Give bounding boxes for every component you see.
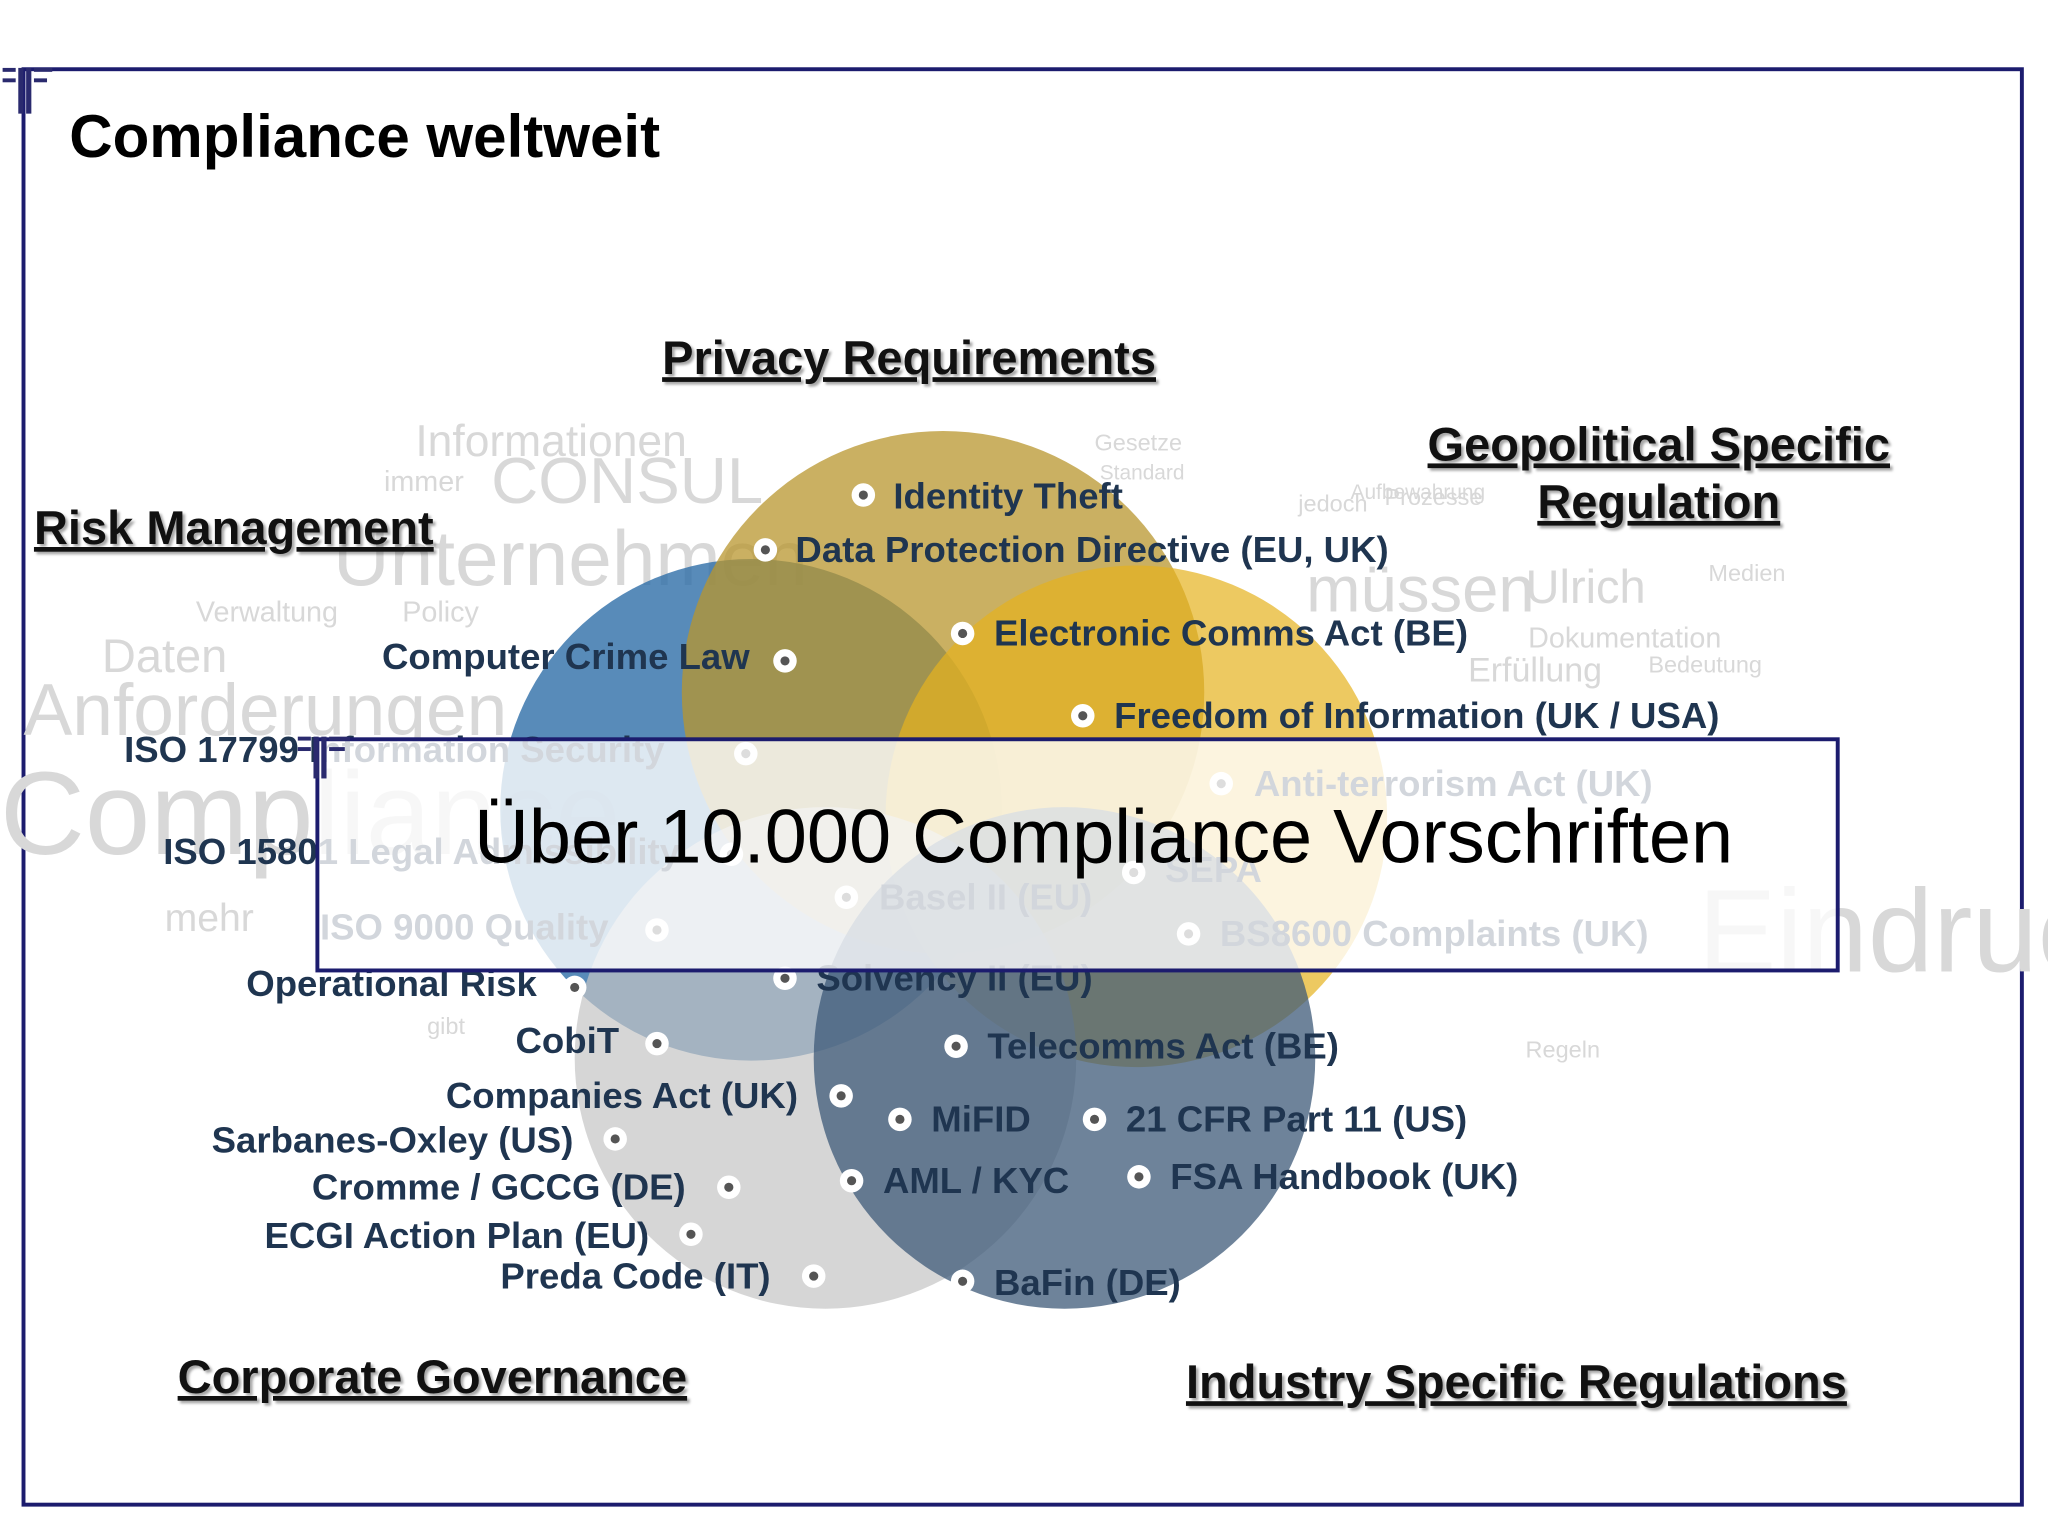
logo — [2, 67, 53, 114]
item-label: Identity Theft — [893, 476, 1123, 517]
bullet-center — [847, 1176, 857, 1186]
item-label: Companies Act (UK) — [446, 1075, 798, 1116]
item-label: Telecomms Act (BE) — [987, 1025, 1339, 1066]
slide-title: Compliance weltweit — [69, 103, 660, 170]
item-label: Sarbanes-Oxley (US) — [212, 1120, 574, 1161]
bullet-center — [958, 1276, 968, 1286]
bullet-center — [780, 973, 790, 983]
item-label: Freedom of Information (UK / USA) — [1114, 695, 1719, 736]
bullet-center — [895, 1114, 905, 1124]
bullet-center — [724, 1182, 734, 1192]
bullet-center — [958, 628, 968, 639]
background-word: Erfüllung — [1468, 652, 1602, 690]
bullet-center — [652, 1039, 662, 1049]
group-heading: Geopolitical Specific — [1428, 417, 1890, 470]
item-label: CobiT — [516, 1020, 620, 1061]
group-heading: Regulation — [1537, 475, 1780, 528]
group-heading: Industry Specific Regulations — [1186, 1355, 1847, 1408]
bullet-center — [780, 656, 790, 666]
item-label: MiFID — [931, 1099, 1031, 1140]
background-word: Bedeutung — [1648, 651, 1762, 677]
background-word: Medien — [1708, 560, 1785, 586]
bullet-center — [686, 1229, 696, 1239]
item-label: Computer Crime Law — [382, 636, 750, 677]
background-word: Informationen — [415, 417, 686, 466]
word-cloud: InformationenCONSULUnternehmenAnforderun… — [0, 417, 2048, 1063]
background-word: mehr — [165, 897, 254, 940]
item-label: 21 CFR Part 11 (US) — [1126, 1099, 1467, 1140]
banner: Über 10.000 Compliance Vorschriften — [297, 736, 1840, 973]
item-label: AML / KYC — [883, 1160, 1069, 1201]
background-word: Aufbewahrung — [1351, 481, 1486, 504]
frame — [21, 67, 2024, 1507]
background-word: müssen — [1306, 553, 1535, 626]
banner-text: Über 10.000 Compliance Vorschriften — [474, 794, 1733, 879]
background-word: Gesetze — [1095, 429, 1183, 455]
background-word: Regeln — [1526, 1037, 1600, 1063]
item-label: Data Protection Directive (EU, UK) — [795, 529, 1388, 570]
bullet-center — [1089, 1114, 1100, 1124]
background-word: Verwaltung — [196, 596, 338, 628]
background-word: CONSUL — [491, 444, 763, 517]
item-label: Preda Code (IT) — [500, 1255, 770, 1296]
background-word: Ulrich — [1526, 560, 1646, 613]
background-word: gibt — [427, 1013, 465, 1039]
item-label: BaFin (DE) — [994, 1262, 1181, 1303]
item-label: FSA Handbook (UK) — [1170, 1156, 1518, 1197]
item-label: Cromme / GCCG (DE) — [312, 1167, 686, 1208]
background-word: jedoch — [1297, 491, 1367, 517]
background-word: immer — [384, 466, 464, 498]
bullet-center — [951, 1041, 961, 1051]
group-heading: Risk Management — [34, 501, 434, 554]
item-label: Electronic Comms Act (BE) — [994, 613, 1468, 654]
group-heading: Privacy Requirements — [662, 331, 1156, 384]
background-word: Prozesse — [1384, 484, 1482, 510]
background-word: Dokumentation — [1528, 623, 1721, 655]
bullet-center — [610, 1134, 620, 1144]
bullet-center — [836, 1091, 846, 1101]
group-headings: Privacy Requirements Geopolitical Specifi… — [34, 331, 1890, 1408]
background-word: Daten — [102, 629, 227, 682]
banner-box — [315, 737, 1840, 973]
bullet-center — [1078, 711, 1088, 721]
items: Identity Theft Data Protection Directive … — [124, 476, 1719, 1303]
bullet-center — [1134, 1172, 1144, 1182]
bullet-center — [809, 1271, 819, 1281]
item-label: ECGI Action Plan (EU) — [265, 1215, 650, 1256]
group-heading: Corporate Governance — [178, 1350, 687, 1403]
bullet-center — [570, 982, 580, 992]
bullet-center — [760, 545, 770, 555]
banner-logo — [297, 736, 351, 779]
background-word: Standard — [1100, 462, 1185, 485]
background-word: Policy — [402, 596, 479, 628]
bullet-center — [858, 490, 868, 500]
